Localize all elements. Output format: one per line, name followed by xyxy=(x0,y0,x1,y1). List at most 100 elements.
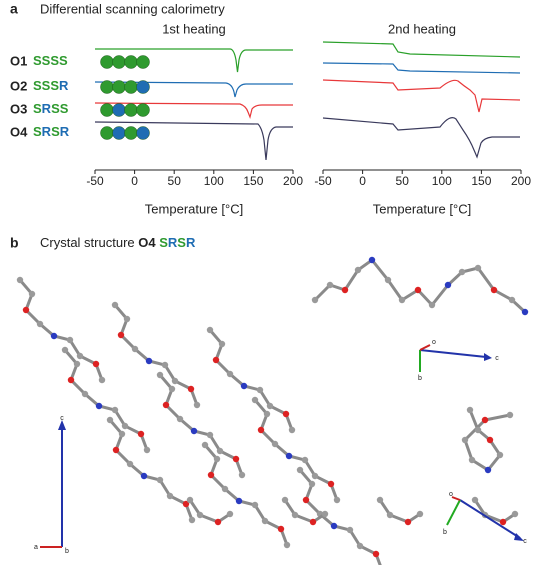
bond xyxy=(378,498,422,524)
x-tick-label: 50 xyxy=(396,174,410,188)
residue-sphere xyxy=(124,126,138,140)
row-label: O4 xyxy=(10,124,28,139)
atom xyxy=(474,264,482,272)
atom xyxy=(288,426,296,434)
atom xyxy=(428,301,436,309)
atom xyxy=(309,518,317,526)
atom xyxy=(232,455,240,463)
x-tick-label: 150 xyxy=(471,174,491,188)
atom xyxy=(162,401,170,409)
atom xyxy=(226,370,234,378)
atom xyxy=(511,510,519,518)
residue-sphere xyxy=(124,55,138,69)
atom xyxy=(176,415,184,423)
atom xyxy=(356,542,364,550)
atom xyxy=(354,266,362,274)
atom xyxy=(384,276,392,284)
residue-sphere xyxy=(112,103,126,117)
residue-sphere xyxy=(100,126,114,140)
axis-letter: c xyxy=(495,355,499,362)
atom xyxy=(201,441,209,449)
atom xyxy=(291,511,299,519)
atom xyxy=(508,296,516,304)
atom xyxy=(28,290,36,298)
atom xyxy=(140,472,148,480)
atom xyxy=(490,286,498,294)
atom xyxy=(251,396,259,404)
atom xyxy=(226,510,234,518)
axis-letter: o xyxy=(432,339,436,346)
atom xyxy=(327,480,335,488)
atom xyxy=(22,306,30,314)
atom xyxy=(166,492,174,500)
residue-sphere xyxy=(112,80,126,94)
atom xyxy=(81,390,89,398)
atom xyxy=(321,510,329,518)
atom xyxy=(186,496,194,504)
residue-sphere xyxy=(100,55,114,69)
atom xyxy=(221,485,229,493)
bond xyxy=(313,257,527,314)
residue-sphere xyxy=(100,103,114,117)
chart-heading: 1st heating xyxy=(162,21,226,36)
atom xyxy=(282,410,290,418)
residue-sphere xyxy=(136,126,150,140)
atom xyxy=(111,301,119,309)
letter: S xyxy=(159,235,168,250)
atom xyxy=(171,377,179,385)
letter: S xyxy=(33,78,42,93)
row-label: O3 xyxy=(10,101,27,116)
atom xyxy=(251,501,259,509)
atom xyxy=(50,332,58,340)
chart-heading: 2nd heating xyxy=(388,21,456,36)
x-axis-label: Temperature [°C] xyxy=(373,201,471,216)
letter: R xyxy=(59,78,69,93)
atom xyxy=(301,456,309,464)
atom xyxy=(213,455,221,463)
atom xyxy=(16,276,24,284)
atom xyxy=(161,361,169,369)
atom xyxy=(372,550,380,558)
letter: S xyxy=(42,53,51,68)
residue-sphere xyxy=(112,55,126,69)
atom xyxy=(206,431,214,439)
atom xyxy=(496,451,504,459)
atom xyxy=(76,352,84,360)
atom xyxy=(216,447,224,455)
atom xyxy=(98,376,106,384)
x-tick-label: 0 xyxy=(359,174,366,188)
x-tick-label: -50 xyxy=(314,174,332,188)
atom xyxy=(266,402,274,410)
axis-letter: b xyxy=(443,529,447,536)
letter: R xyxy=(168,235,178,250)
atom xyxy=(296,466,304,474)
atom xyxy=(66,336,74,344)
sequence: SRSR xyxy=(159,235,196,250)
atom xyxy=(386,511,394,519)
row-label: O1 xyxy=(10,53,27,68)
atom xyxy=(277,525,285,533)
atom xyxy=(326,281,334,289)
crystal-structure xyxy=(16,256,529,565)
atom xyxy=(281,496,289,504)
bond xyxy=(188,498,232,524)
x-tick-label: 0 xyxy=(131,174,138,188)
title-text: Crystal structure xyxy=(40,235,135,250)
letter: R xyxy=(60,124,70,139)
axis-letter: c xyxy=(60,415,64,422)
atom xyxy=(466,406,474,414)
x-tick-label: 100 xyxy=(204,174,224,188)
atom xyxy=(235,497,243,505)
bond xyxy=(473,498,517,524)
bond xyxy=(283,498,327,524)
dsc-curves-1 xyxy=(94,48,293,161)
atom xyxy=(196,511,204,519)
letter: S xyxy=(42,78,51,93)
atom xyxy=(193,401,201,409)
atom xyxy=(73,360,81,368)
panel-label: b xyxy=(10,235,19,251)
x-tick-label: 200 xyxy=(511,174,531,188)
axis-letter: b xyxy=(65,548,69,555)
atom xyxy=(106,416,114,424)
dsc-curves-2 xyxy=(322,41,521,159)
